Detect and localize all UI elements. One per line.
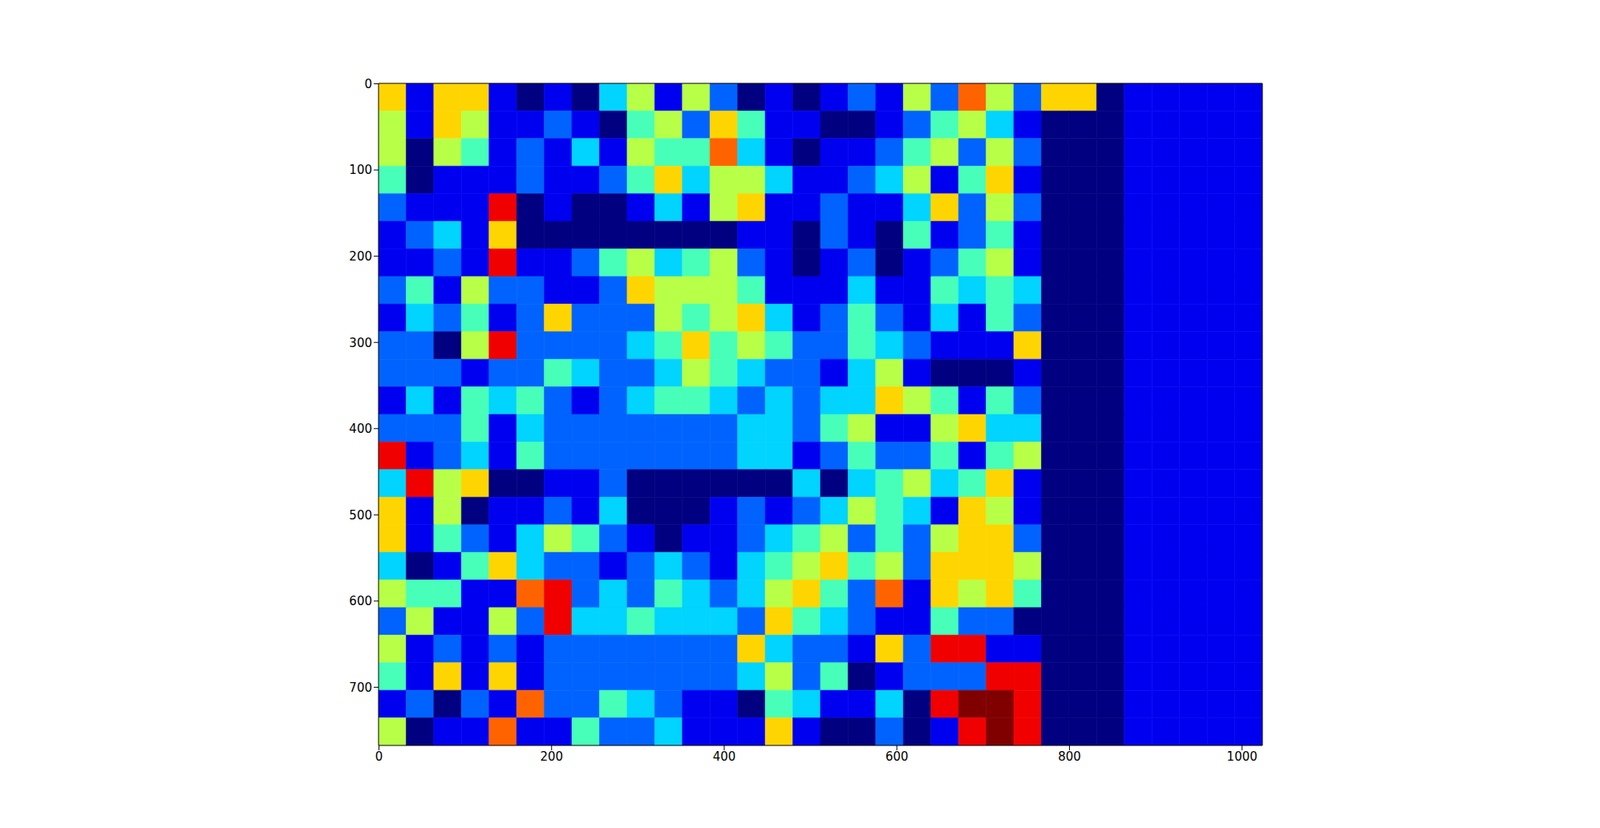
svg-text:600: 600 — [348, 594, 373, 609]
svg-text:300: 300 — [348, 336, 373, 351]
svg-text:400: 400 — [712, 749, 737, 765]
svg-text:1000: 1000 — [1227, 749, 1258, 765]
svg-text:0: 0 — [364, 76, 373, 92]
svg-text:200: 200 — [539, 749, 564, 765]
svg-text:400: 400 — [348, 421, 373, 437]
svg-text:700: 700 — [348, 680, 373, 696]
svg-text:200: 200 — [348, 249, 373, 264]
svg-text:800: 800 — [1057, 749, 1082, 765]
svg-text:500: 500 — [348, 508, 373, 523]
svg-text:0: 0 — [375, 749, 384, 765]
svg-text:100: 100 — [348, 162, 373, 178]
svg-text:600: 600 — [885, 749, 909, 765]
